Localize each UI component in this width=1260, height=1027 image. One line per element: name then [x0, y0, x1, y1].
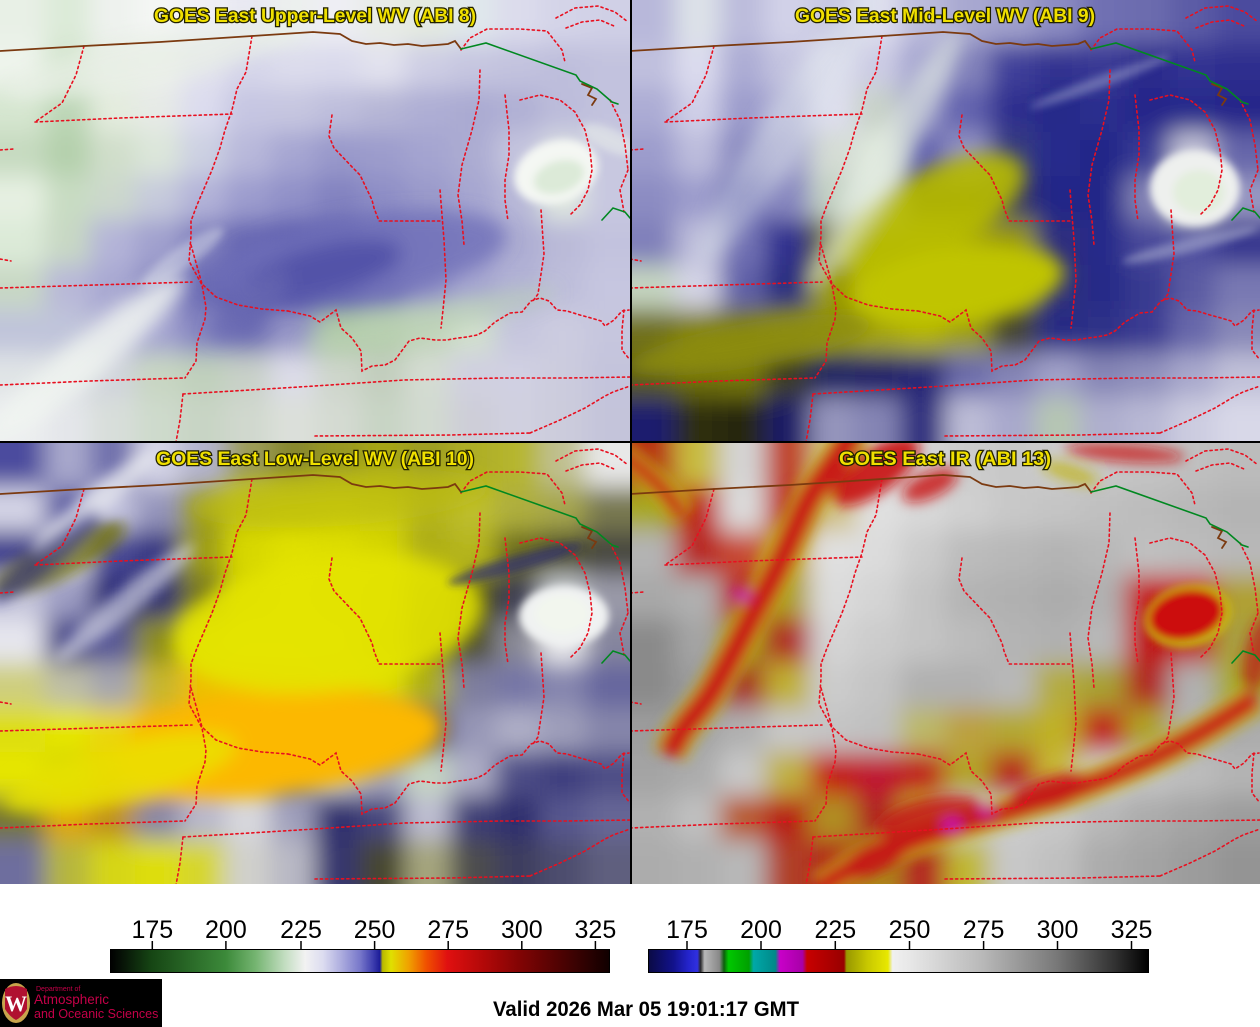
svg-text:275: 275: [963, 916, 1005, 944]
svg-text:GOES East Upper-Level WV (ABI: GOES East Upper-Level WV (ABI 8): [154, 6, 476, 27]
svg-text:275: 275: [427, 916, 469, 944]
svg-text:200: 200: [205, 916, 247, 944]
svg-text:W: W: [5, 991, 27, 1016]
svg-text:225: 225: [814, 916, 856, 944]
svg-text:225: 225: [280, 916, 322, 944]
svg-text:200: 200: [740, 916, 782, 944]
svg-text:325: 325: [575, 916, 617, 944]
svg-text:175: 175: [666, 916, 708, 944]
svg-text:GOES East Low-Level WV (ABI 10: GOES East Low-Level WV (ABI 10): [156, 449, 474, 470]
svg-text:and Oceanic Sciences: and Oceanic Sciences: [34, 1007, 158, 1021]
svg-text:GOES East IR (ABI 13): GOES East IR (ABI 13): [839, 449, 1051, 470]
svg-text:GOES East Mid-Level WV (ABI 9): GOES East Mid-Level WV (ABI 9): [795, 6, 1095, 27]
svg-text:300: 300: [501, 916, 543, 944]
svg-text:Atmospheric: Atmospheric: [34, 992, 109, 1007]
svg-text:Valid 2026 Mar 05 19:01:17 GMT: Valid 2026 Mar 05 19:01:17 GMT: [493, 998, 799, 1021]
svg-text:Department of: Department of: [36, 986, 80, 993]
svg-text:325: 325: [1111, 916, 1153, 944]
svg-text:250: 250: [354, 916, 396, 944]
svg-text:175: 175: [131, 916, 173, 944]
svg-text:300: 300: [1037, 916, 1079, 944]
svg-text:250: 250: [889, 916, 931, 944]
